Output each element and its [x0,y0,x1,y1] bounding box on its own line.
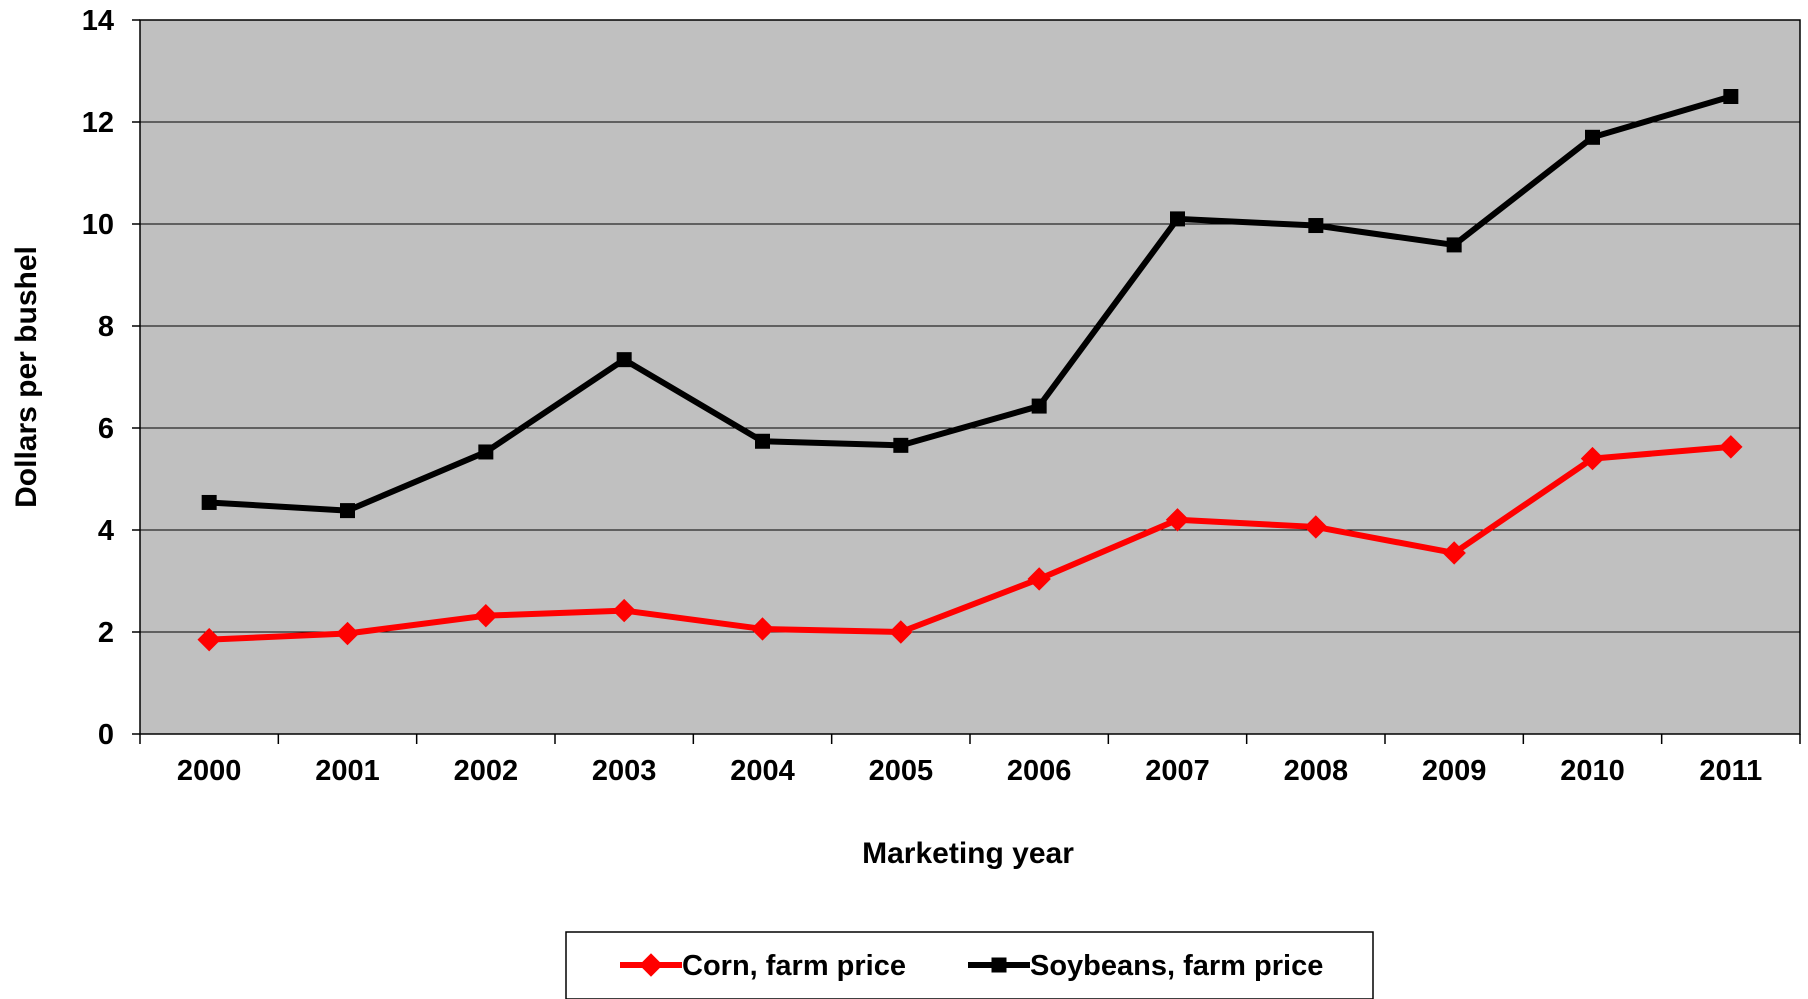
data-point-corn [1027,567,1051,591]
series-layer [197,89,1743,652]
legend-marker-soybeans [991,957,1007,973]
data-point-corn [1165,508,1190,532]
series-soybeans [201,89,1739,519]
y-tick-label: 14 [82,5,114,37]
y-tick-label: 0 [98,719,114,751]
data-point-soybeans [1446,237,1462,253]
data-point-soybeans [1308,218,1324,234]
y-tick-label: 6 [98,413,114,445]
x-tick-label: 2008 [1284,755,1349,787]
data-point-corn [474,603,498,628]
y-tick-label: 2 [98,617,114,649]
x-tick-label: 2004 [730,755,795,787]
data-point-corn [1304,515,1328,539]
series-corn [197,435,1743,652]
x-tick-label: 2009 [1422,755,1487,787]
x-axis-ticks: 2000 2001 2002 2003 2004 2005 2006 2007 2008 2009… [139,734,1801,787]
plot-area [139,19,1801,735]
data-point-corn [1442,541,1466,565]
legend: Corn, farm price Soybeans, farm price [565,931,1374,999]
data-point-corn [889,620,913,644]
x-tick-label: 2006 [1007,755,1072,787]
data-point-corn [1580,446,1605,471]
data-point-corn [335,621,360,646]
y-tick-label: 4 [98,515,114,547]
y-axis-title: Dollars per bushel [10,246,43,508]
data-point-soybeans [893,437,909,453]
data-point-corn [750,617,775,641]
data-point-corn [1719,435,1743,459]
series-line-soybeans [208,93,1732,514]
data-point-soybeans [755,433,770,449]
series-line-corn [209,443,1732,643]
y-axis-ticks: 0 2 4 6 8 10 12 14 [82,5,140,751]
data-point-soybeans [1031,398,1047,414]
data-point-corn [612,598,636,623]
x-tick-label: 2011 [1699,755,1762,787]
data-point-soybeans [201,494,217,510]
x-tick-label: 2000 [177,755,242,787]
data-point-corn [197,627,221,652]
x-tick-label: 2007 [1145,755,1210,787]
x-tick-label: 2010 [1560,755,1625,787]
x-axis-title: Marketing year [862,837,1074,870]
legend-label-corn: Corn, farm price [682,950,906,982]
legend-label-soybeans: Soybeans, farm price [1030,950,1323,982]
data-point-soybeans [1170,211,1185,227]
y-tick-label: 12 [82,107,114,139]
x-tick-label: 2005 [869,755,934,787]
data-point-soybeans [1585,129,1600,145]
x-tick-label: 2002 [454,755,519,787]
x-tick-label: 2003 [592,755,657,787]
gridlines [140,121,1800,633]
data-point-soybeans [340,503,355,519]
legend-marker-corn [639,953,663,977]
data-point-soybeans [616,352,632,368]
x-tick-label: 2001 [315,755,380,787]
data-point-soybeans [1723,89,1739,104]
legend-items: Corn, farm price Soybeans, farm price [620,950,1323,982]
data-point-soybeans [478,444,494,460]
y-tick-label: 10 [82,209,114,241]
y-tick-label: 8 [98,311,114,343]
